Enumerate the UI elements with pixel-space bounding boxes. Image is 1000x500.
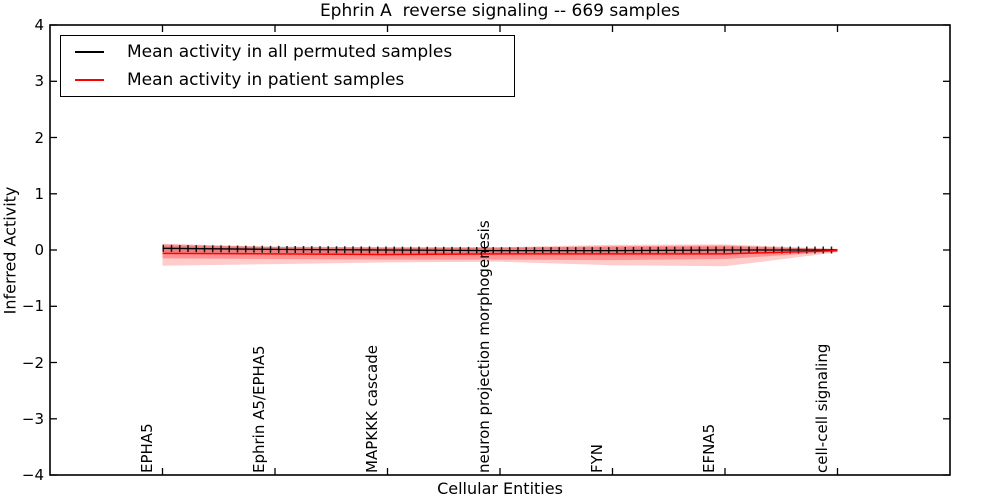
legend-entry-label: Mean activity in patient samples: [127, 70, 405, 91]
y-tick-label: −4: [21, 466, 44, 484]
y-tick-label: 1: [34, 185, 44, 203]
x-tick-label: cell-cell signaling: [813, 343, 831, 473]
y-tick-label: −1: [21, 297, 44, 315]
series-line-0: [162, 247, 838, 252]
x-axis-label: Cellular Entities: [437, 479, 563, 498]
y-tick-label: 3: [34, 72, 44, 90]
x-tick-label: EPHA5: [138, 423, 156, 473]
x-tick-label: MAPKKK cascade: [363, 345, 381, 473]
legend: Mean activity in all permuted samples Mea…: [60, 35, 515, 97]
x-tick-label: EFNA5: [700, 423, 718, 473]
legend-line-sample: [75, 50, 104, 53]
x-tick-label: FYN: [588, 443, 606, 473]
y-tick-label: −2: [21, 354, 44, 372]
legend-entry-label: Mean activity in all permuted samples: [127, 41, 453, 62]
y-tick-label: 0: [34, 241, 44, 259]
band-permuted-samples-spread: [162, 246, 838, 254]
series-line-1: [162, 249, 838, 256]
legend-entry-0: Mean activity in all permuted samples: [61, 39, 514, 65]
band-patient-samples-spread-inner: [162, 244, 838, 261]
x-tick-label: Ephrin A5/EPHA5: [250, 345, 268, 473]
y-tick-label: −3: [21, 410, 44, 428]
chart-title: Ephrin A reverse signaling -- 669 sample…: [319, 1, 681, 21]
x-tick-label: neuron projection morphogenesis: [475, 220, 493, 473]
legend-entry-1: Mean activity in patient samples: [61, 67, 514, 93]
y-tick-label: 2: [34, 129, 44, 147]
y-tick-label: 4: [34, 16, 44, 34]
legend-line-sample: [75, 79, 104, 82]
